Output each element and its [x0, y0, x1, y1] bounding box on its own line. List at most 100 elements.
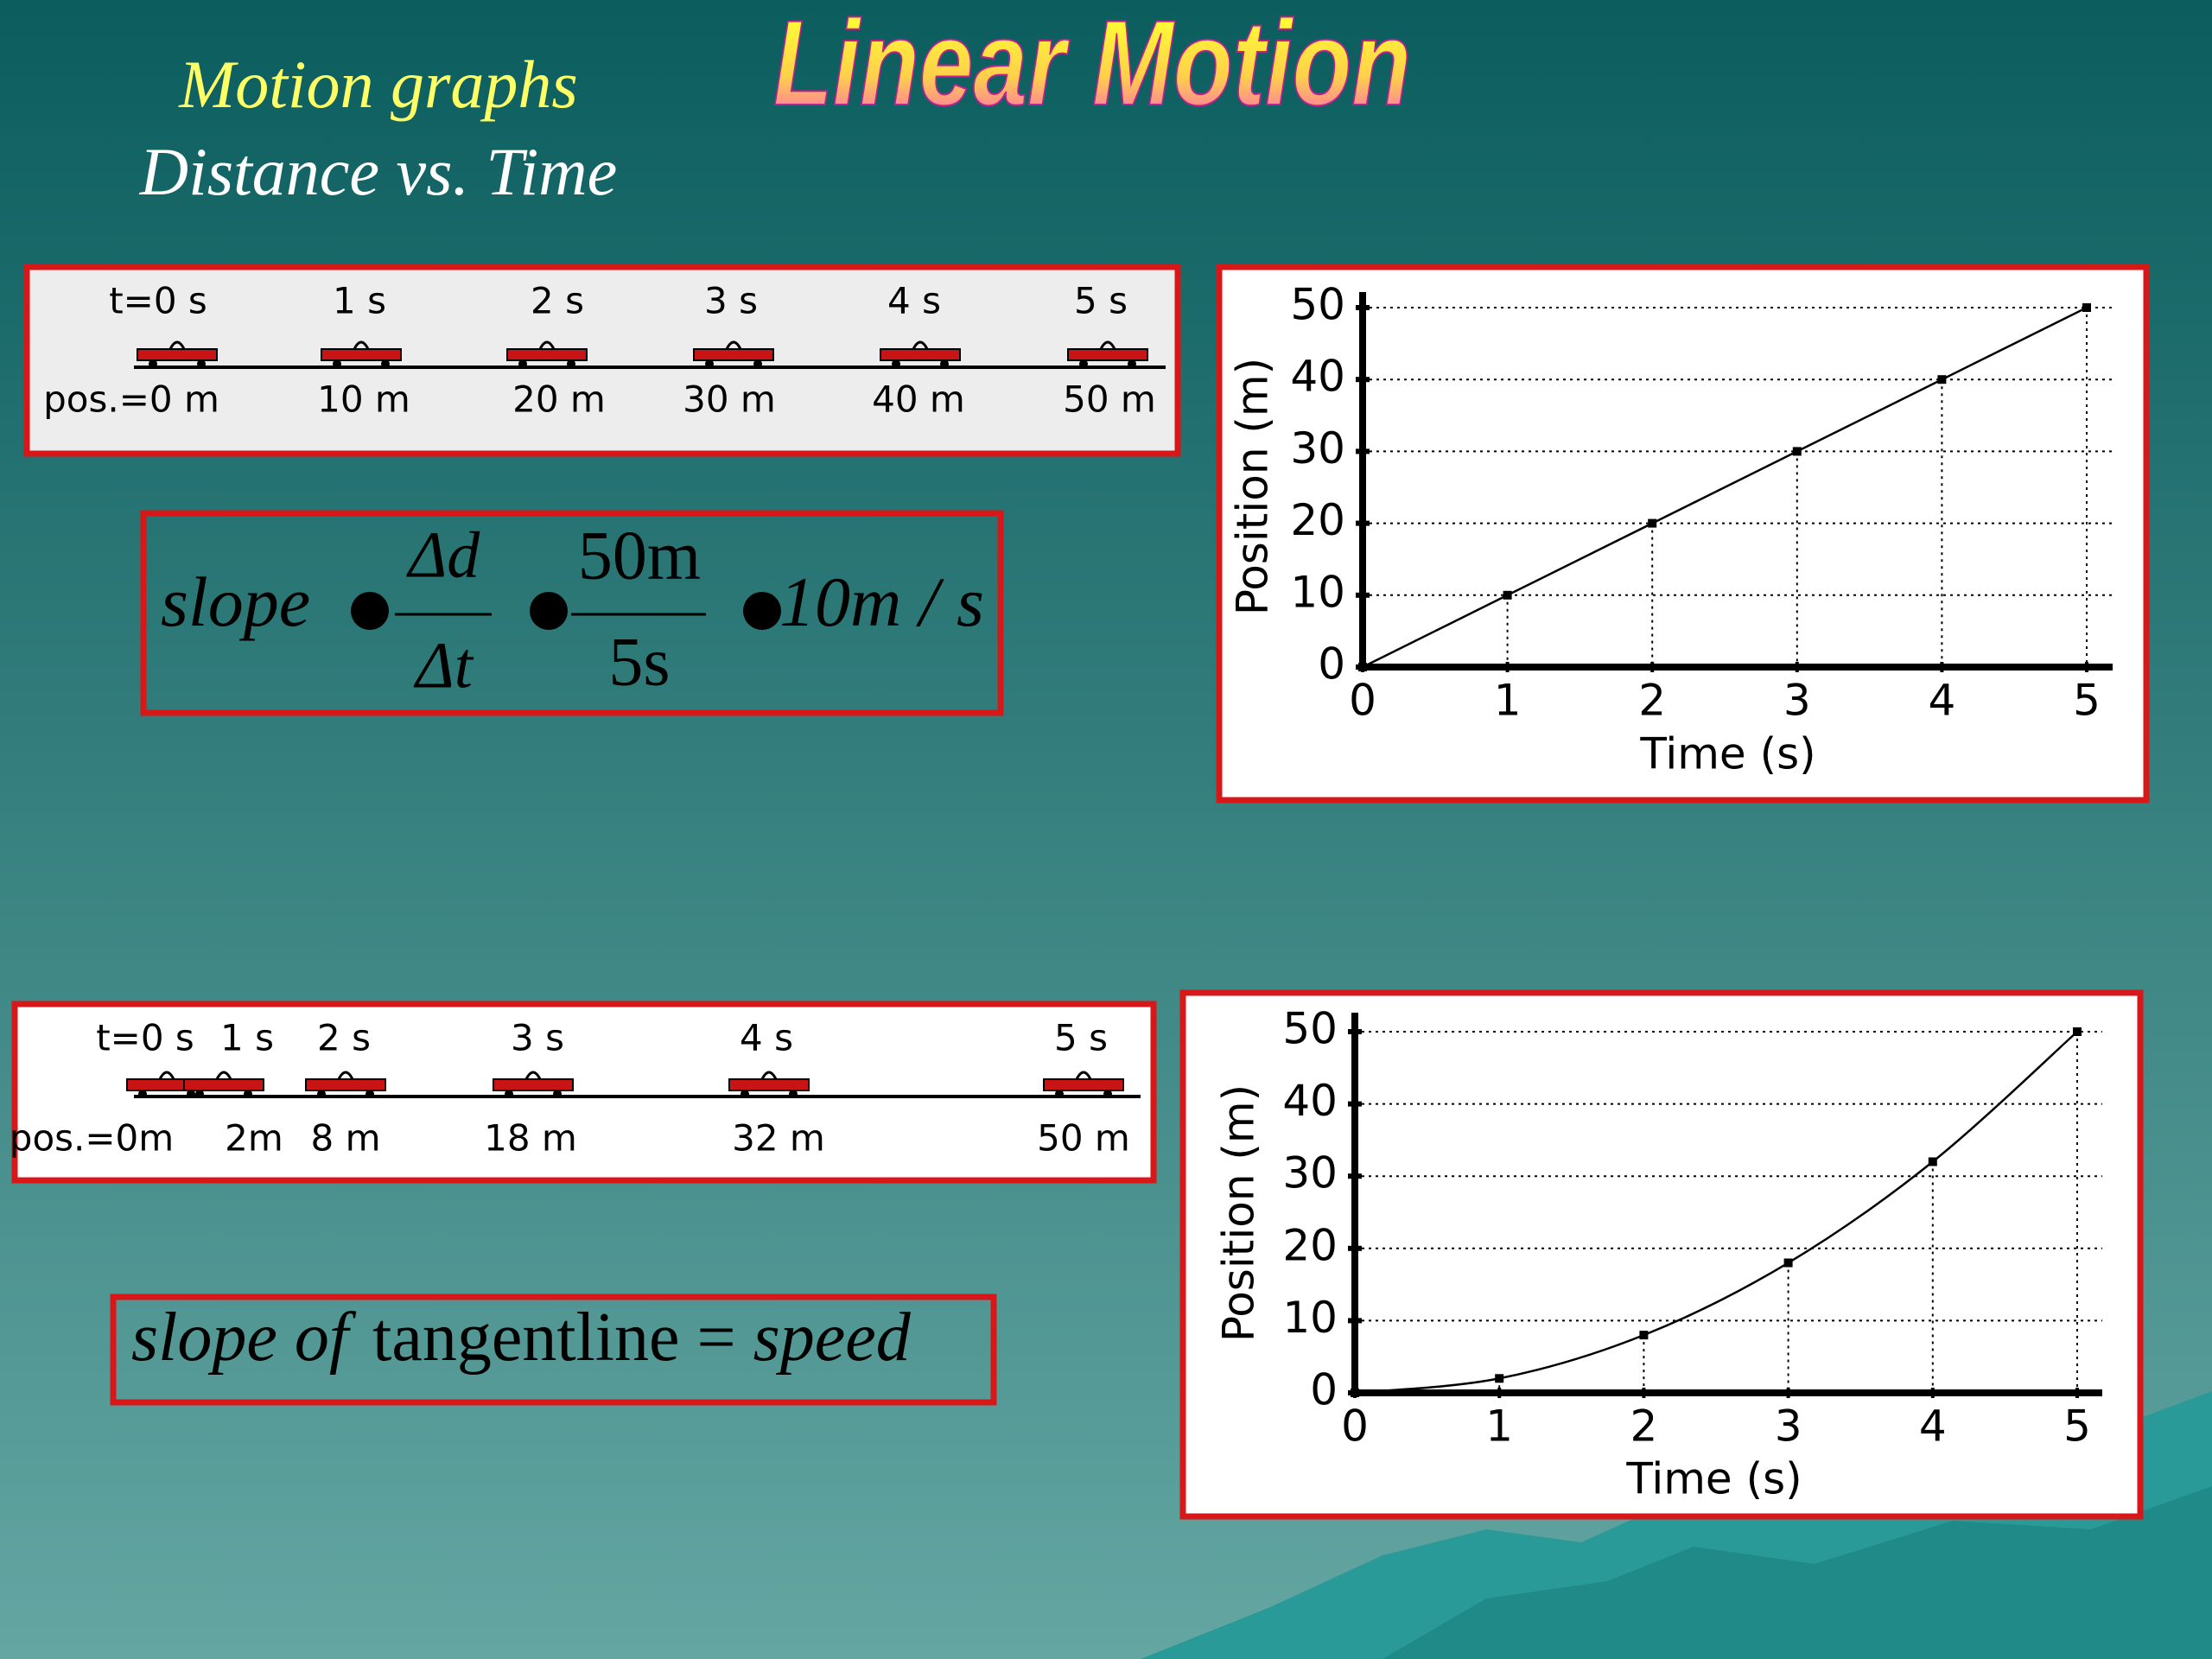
cart-wheel [1128, 359, 1136, 368]
cart [183, 1071, 264, 1098]
cart-body [1043, 1078, 1124, 1091]
cart-body [493, 1078, 574, 1091]
x-tick-label: 1 [1494, 676, 1522, 726]
time-label: t=0 s [96, 1017, 194, 1059]
x-tick-label: 4 [1928, 676, 1955, 726]
mountains-front [1382, 1486, 2212, 1659]
x-axis-label: Time (s) [1625, 1454, 1802, 1504]
chart-box [1179, 989, 2144, 1520]
cart-handle [158, 1071, 175, 1080]
cart-body [506, 348, 588, 361]
motion-diagram: t=0 s 1 s 2 s 3 s 4 s 5 s pos.=0 m 10 m 20 m 30 m… [23, 264, 1181, 457]
position-label: 18 m [484, 1117, 577, 1160]
fraction-numerator: Δd [406, 518, 481, 591]
time-label: 4 s [740, 1017, 793, 1059]
x-tick-label: 5 [2063, 1402, 2091, 1452]
cart-wheel [567, 359, 575, 368]
y-tick-label: 50 [1282, 1004, 1338, 1054]
cart-wheel [505, 1090, 513, 1098]
chart: 0 10 20 30 40 50 0 1 2 3 4 5 Time (s) Position (m) [1179, 989, 2144, 1520]
motion-diagram: t=0 s 1 s 2 s 3 s 4 s 5 s pos.=0m 2m 8 m 18 m 32 m… [10, 1001, 1157, 1184]
x-axis-label: Time (s) [1639, 729, 1815, 779]
x-tick-label: 2 [1638, 676, 1666, 726]
cart-wheel [518, 359, 527, 368]
y-tick-label: 10 [1290, 567, 1345, 617]
fraction-denominator: Δt [413, 629, 474, 702]
y-tick-label: 50 [1290, 280, 1345, 330]
data-point [1792, 447, 1802, 456]
x-tick-label: 5 [2073, 676, 2101, 726]
cart-wheel [187, 1090, 195, 1098]
y-tick-label: 0 [1310, 1365, 1338, 1415]
position-label: 20 m [512, 378, 606, 421]
cart-wheel [365, 1090, 374, 1098]
cart-body [728, 1078, 810, 1091]
cart-handle [725, 340, 742, 350]
cart-wheel [892, 359, 900, 368]
data-point [1937, 375, 1947, 385]
cart [321, 340, 402, 368]
position-label: pos.=0m [10, 1117, 174, 1160]
formula-box [140, 510, 1004, 716]
cart-wheel [197, 359, 206, 368]
position-label: 2m [225, 1117, 283, 1160]
position-label: 32 m [732, 1117, 825, 1160]
y-tick-label: 30 [1290, 423, 1345, 474]
y-tick-label: 10 [1282, 1293, 1338, 1343]
cart-handle [1099, 340, 1116, 350]
time-label: 5 s [1054, 1017, 1108, 1059]
cart [1043, 1071, 1124, 1098]
y-tick-label: 30 [1282, 1148, 1338, 1198]
fraction-denominator: 5s [608, 624, 670, 700]
cart [305, 1071, 386, 1098]
cart-handle [337, 1071, 354, 1080]
y-axis-label: Position (m) [1214, 1084, 1264, 1342]
cart-wheel [705, 359, 714, 368]
cart-handle [1075, 1071, 1092, 1080]
formula-part: speed [753, 1300, 912, 1376]
position-label: pos.=0 m [43, 378, 219, 421]
cart-wheel [138, 1090, 147, 1098]
data-line [1362, 306, 2088, 669]
cart-wheel [1079, 359, 1088, 368]
position-label: 8 m [311, 1117, 381, 1160]
position-label: 50 m [1037, 1117, 1130, 1160]
cart-handle [168, 340, 186, 350]
subheading: Distance vs. Time [139, 134, 617, 209]
time-label: 2 s [317, 1017, 371, 1059]
time-label: 3 s [511, 1017, 564, 1059]
position-label: 10 m [317, 378, 410, 421]
position-label: 30 m [683, 378, 776, 421]
cart-wheel [333, 359, 341, 368]
equals-glyph [743, 592, 781, 630]
formula-text: slope of tangentline = speed [131, 1300, 912, 1376]
cart-body [137, 348, 218, 361]
diagram-box [11, 1001, 1157, 1184]
time-label: 2 s [531, 280, 584, 322]
cart [506, 340, 588, 368]
data-point [1648, 518, 1657, 528]
cart-body [693, 348, 774, 361]
slope-formula: slope Δd Δt 50m 5s 10m / s [140, 510, 1004, 716]
data-point [1639, 1331, 1649, 1340]
cart [880, 340, 961, 368]
cart-wheel [195, 1090, 204, 1098]
time-label: t=0 s [109, 280, 207, 322]
formula-part: tangentline = [372, 1300, 736, 1376]
position-label: 50 m [1063, 378, 1156, 421]
y-tick-label: 20 [1290, 495, 1345, 545]
formula-result: 10m / s [779, 563, 984, 641]
cart-wheel [149, 359, 157, 368]
formula-box [110, 1294, 997, 1406]
x-tick-label: 1 [1485, 1402, 1513, 1452]
cart-body [880, 348, 961, 361]
cart-handle [760, 1071, 778, 1080]
cart [493, 1071, 574, 1098]
cart-body [1067, 348, 1148, 361]
cart-body [321, 348, 402, 361]
time-label: 1 s [333, 280, 386, 322]
cart-handle [912, 340, 929, 350]
cart-wheel [317, 1090, 326, 1098]
cart [693, 340, 774, 368]
tangent-formula: slope of tangentline = speed [110, 1294, 997, 1406]
